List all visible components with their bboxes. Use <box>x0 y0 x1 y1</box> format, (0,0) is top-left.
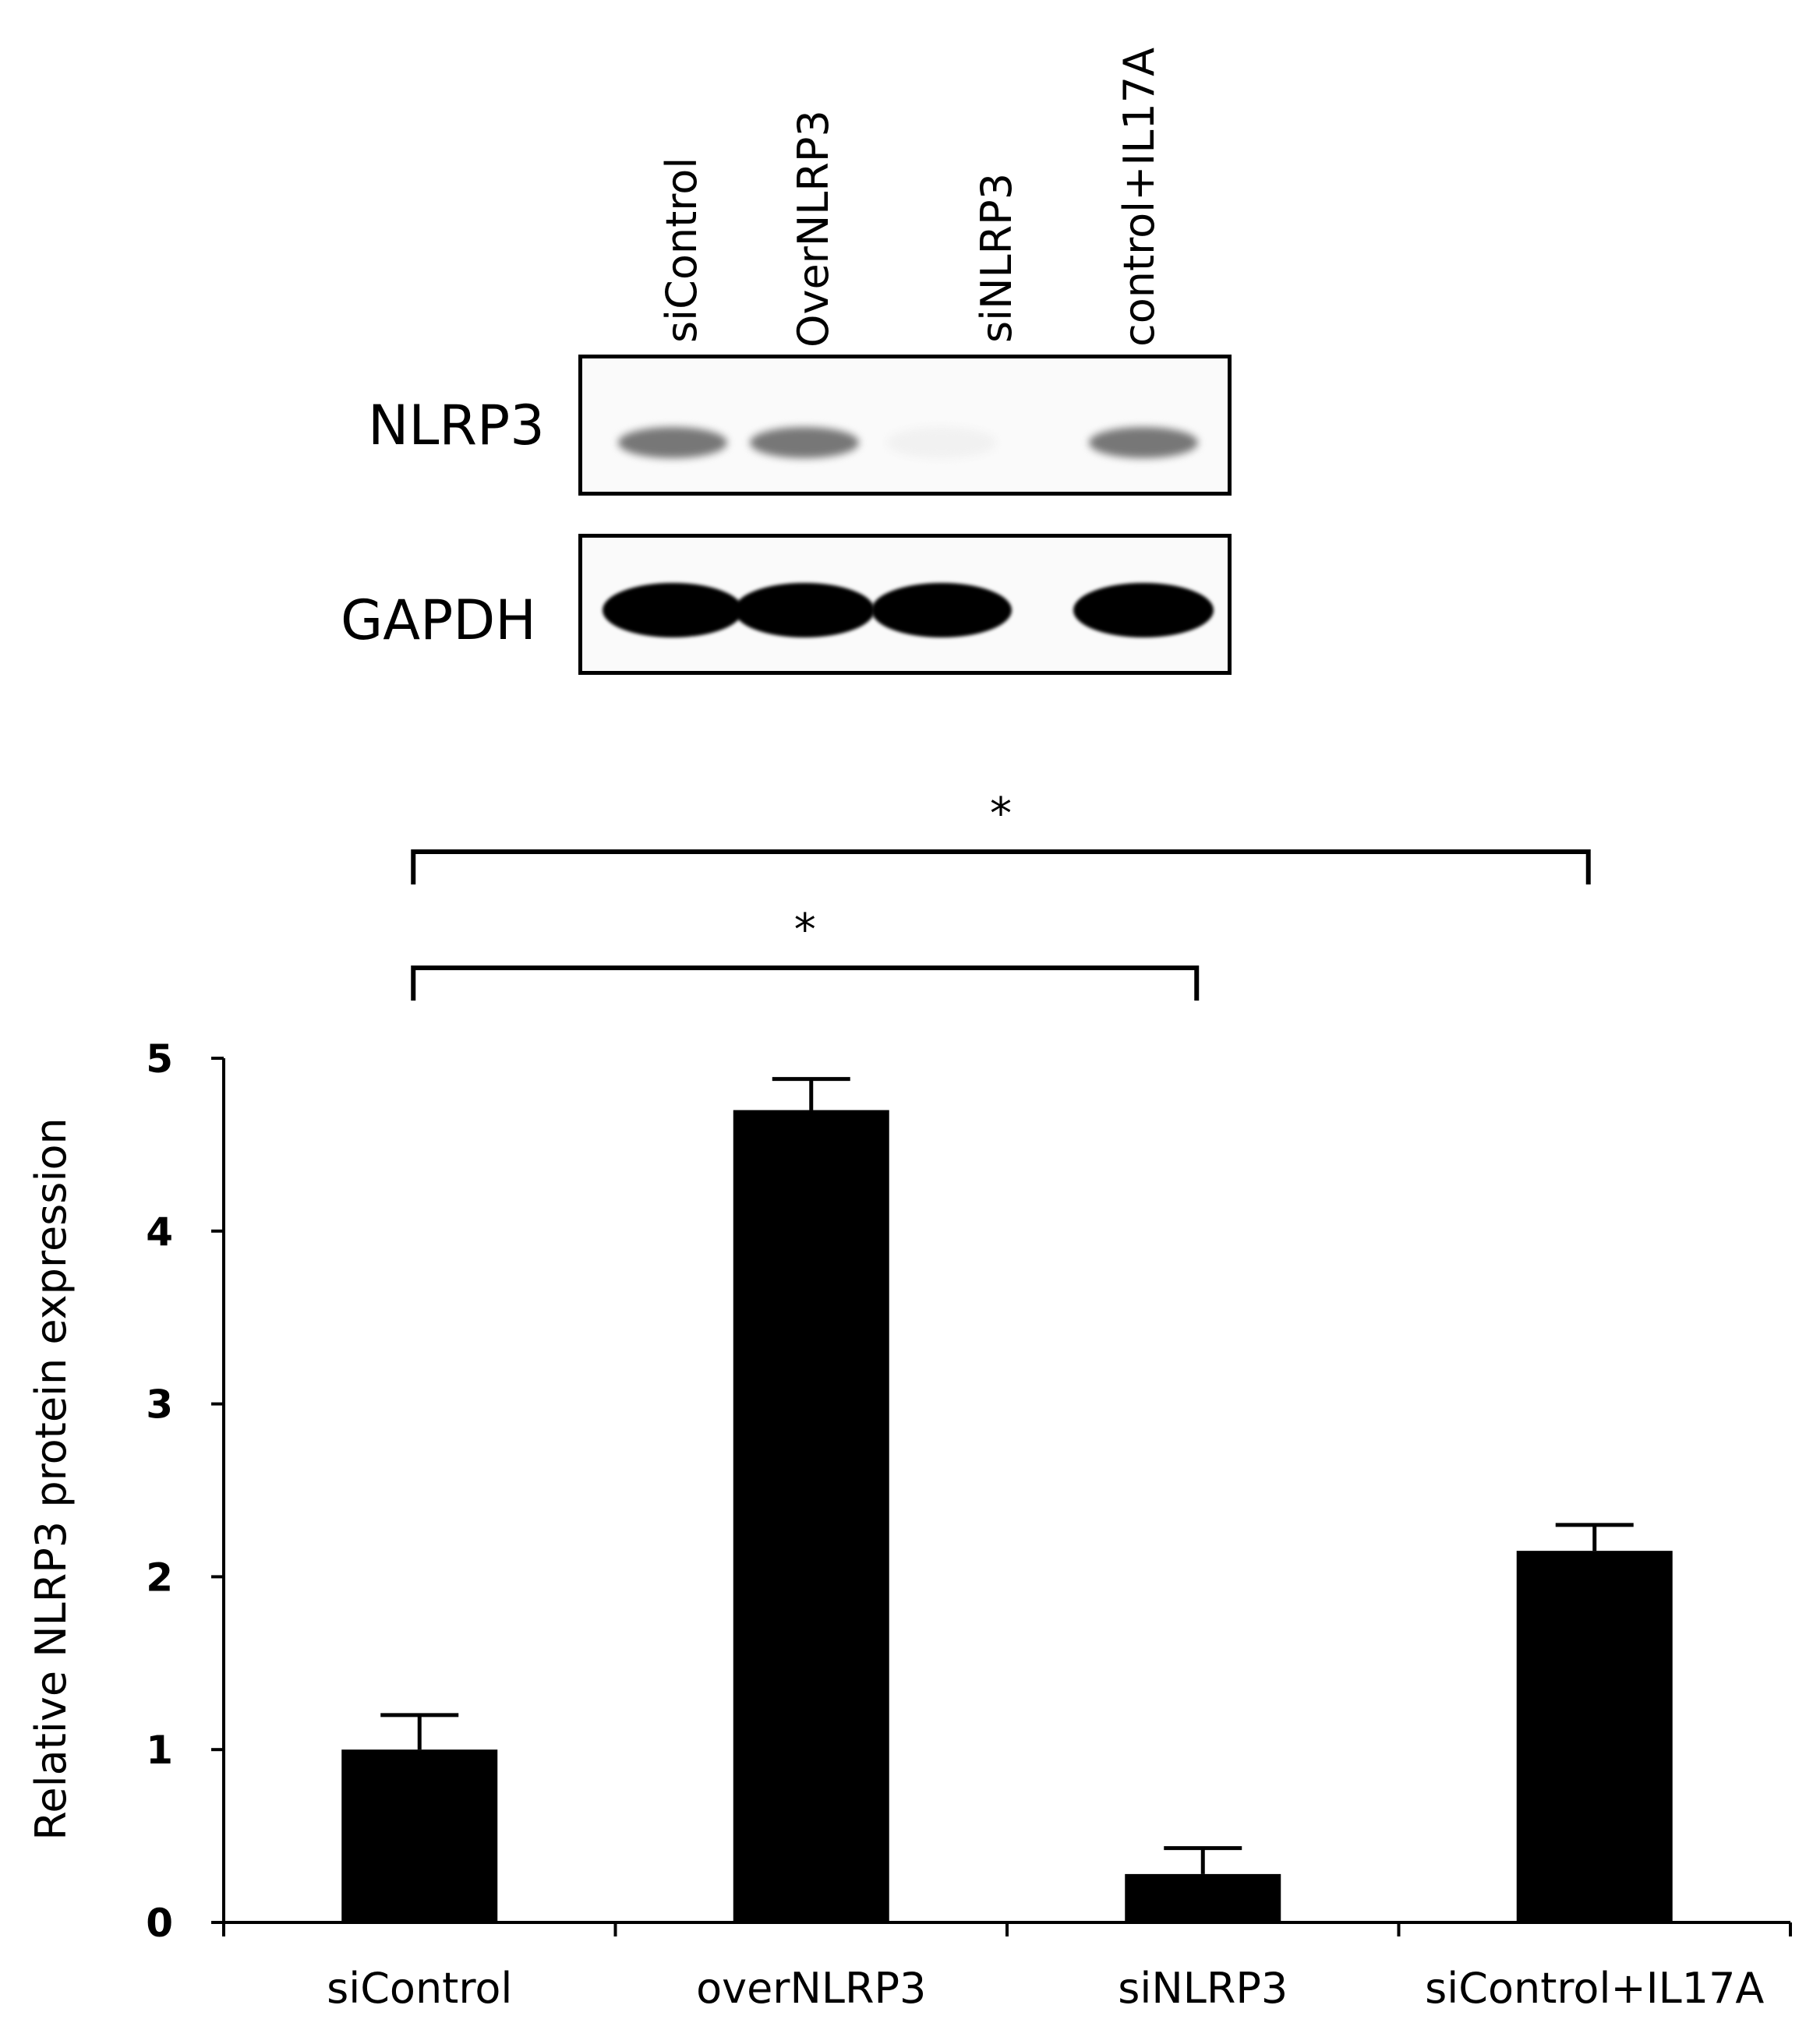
y-tick-label: 5 <box>146 1036 173 1082</box>
blot-band <box>1073 583 1214 637</box>
bar <box>341 1749 498 1922</box>
blot-band <box>618 427 727 458</box>
blot-panel-nlrp3 <box>578 355 1232 496</box>
blot-band <box>603 583 743 637</box>
significance-marker: * <box>794 905 816 955</box>
blot-band <box>750 427 859 458</box>
y-tick-label: 1 <box>146 1728 173 1773</box>
blot-band <box>871 583 1012 637</box>
blot-band <box>1089 427 1198 458</box>
blot-row-label-gapdh: GAPDH <box>341 588 536 652</box>
bar <box>1125 1873 1281 1922</box>
y-axis-label: Relative NLRP3 protein expression <box>27 1117 76 1840</box>
x-tick-label: siControl <box>327 1964 512 2013</box>
y-tick-label: 2 <box>146 1555 173 1600</box>
blot-band <box>887 427 996 458</box>
blot-panel-gapdh <box>578 534 1232 675</box>
x-tick-label: overNLRP3 <box>696 1964 926 2013</box>
significance-bracket <box>411 966 1200 1001</box>
significance-marker: * <box>990 789 1012 839</box>
significance-bracket <box>411 849 1591 884</box>
blot-band <box>734 583 875 637</box>
y-tick-label: 3 <box>146 1382 173 1428</box>
y-tick-label: 0 <box>146 1901 173 1946</box>
bar <box>1516 1551 1673 1922</box>
blot-row-label-nlrp3: NLRP3 <box>368 394 545 457</box>
x-tick-label: siControl+IL17A <box>1425 1964 1764 2013</box>
bar <box>733 1110 889 1922</box>
y-tick-label: 4 <box>146 1209 173 1255</box>
x-tick-label: siNLRP3 <box>1118 1964 1288 2013</box>
